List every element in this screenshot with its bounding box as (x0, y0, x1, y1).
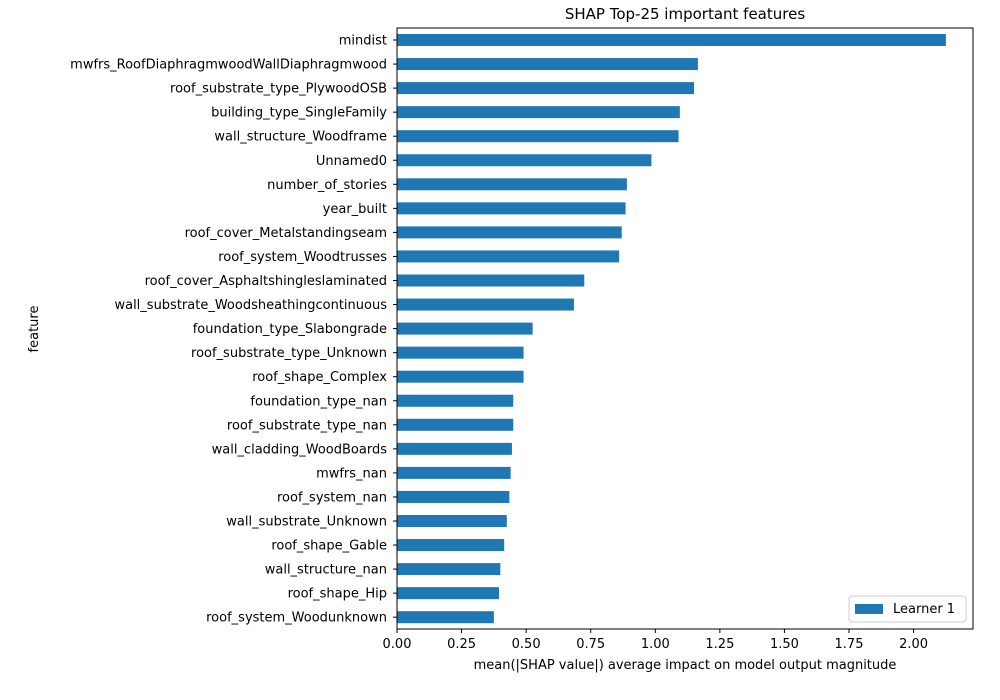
category-label: year_built (323, 202, 387, 217)
x-tick-label: 1.25 (705, 637, 734, 652)
bar-mindist (397, 34, 946, 46)
category-label: roof_system_nan (277, 490, 387, 505)
category-label: roof_shape_Complex (252, 370, 387, 385)
bars-group (397, 34, 946, 624)
bar-roof_substrate_type_PlywoodOSB (397, 82, 695, 95)
category-label: Unnamed0 (316, 154, 387, 169)
bar-year_built (397, 202, 626, 215)
category-label: number_of_stories (267, 178, 387, 193)
bar-wall_structure_Woodframe (397, 130, 679, 143)
x-tick-label: 0.00 (383, 637, 412, 652)
x-tick-label: 2.00 (899, 637, 928, 652)
category-label: roof_substrate_type_nan (227, 418, 387, 433)
bar-wall_substrate_Woodsheathingcontinuous (397, 298, 574, 311)
bar-roof_cover_Asphaltshingleslaminated (397, 274, 585, 287)
bar-roof_system_Woodtrusses (397, 250, 620, 263)
bar-roof_shape_Complex (397, 370, 524, 383)
bar-mwfrs_nan (397, 466, 511, 479)
x-tick-label: 1.75 (835, 637, 864, 652)
y-axis-label: feature (27, 306, 42, 353)
x-ticks-group: 0.00 0.25 0.50 0.75 1.00 1.25 1.50 1.75 2.00 (383, 629, 928, 652)
category-label: wall_structure_Woodframe (214, 130, 387, 145)
bar-roof_shape_Gable (397, 539, 505, 552)
category-label: roof_system_Woodtrusses (218, 250, 387, 265)
category-label: roof_shape_Hip (288, 587, 387, 602)
category-label: roof_substrate_type_Unknown (191, 346, 387, 361)
category-label: mwfrs_nan (316, 466, 387, 481)
bar-wall_substrate_Unknown (397, 515, 507, 527)
x-tick-label: 1.50 (770, 637, 799, 652)
category-label: foundation_type_nan (250, 394, 387, 409)
bar-Unnamed0 (397, 154, 652, 167)
category-label: wall_structure_nan (265, 563, 387, 578)
category-label: roof_substrate_type_PlywoodOSB (170, 82, 387, 97)
bar-roof_substrate_type_Unknown (397, 346, 524, 359)
x-tick-label: 1.00 (641, 637, 670, 652)
legend-box (848, 595, 967, 623)
bar-roof_system_Woodunknown (397, 611, 494, 624)
x-tick-label: 0.75 (576, 637, 605, 652)
bar-wall_structure_nan (397, 563, 501, 576)
category-label: wall_cladding_WoodBoards (212, 442, 388, 457)
legend-label: Learner 1 (893, 602, 955, 617)
legend-swatch (855, 604, 883, 614)
plot-frame (396, 27, 974, 630)
bar-roof_cover_Metalstandingseam (397, 226, 622, 239)
category-label: mwfrs_RoofDiaphragmwoodWallDiaphragmwood (70, 58, 387, 73)
bar-wall_cladding_WoodBoards (397, 442, 512, 455)
bar-foundation_type_nan (397, 394, 514, 407)
x-tick-label: 0.50 (512, 637, 541, 652)
bar-roof_system_nan (397, 490, 510, 503)
category-label: wall_substrate_Woodsheathingcontinuous (114, 298, 387, 313)
category-label: roof_cover_Metalstandingseam (185, 226, 387, 241)
bar-roof_substrate_type_nan (397, 418, 514, 431)
chart-title: SHAP Top-25 important features (565, 5, 805, 23)
bar-building_type_SingleFamily (397, 106, 680, 119)
category-labels-group: mindist mwfrs_RoofDiaphragmwoodWallDiaphr… (70, 34, 397, 626)
category-label: building_type_SingleFamily (211, 106, 387, 121)
bar-number_of_stories (397, 178, 627, 191)
bar-foundation_type_Slabongrade (397, 322, 533, 335)
category-label: foundation_type_Slabongrade (193, 322, 387, 337)
category-label: roof_cover_Asphaltshingleslaminated (145, 274, 387, 289)
legend: Learner 1 (848, 595, 967, 623)
x-tick-label: 0.25 (447, 637, 476, 652)
x-axis-label: mean(|SHAP value|) average impact on mod… (474, 658, 897, 673)
bar-roof_shape_Hip (397, 587, 500, 600)
bar-mwfrs_RoofDiaphragmwoodWallDiaphragmwood (397, 58, 698, 71)
category-label: roof_shape_Gable (271, 539, 387, 554)
category-label: mindist (339, 34, 387, 49)
category-label: wall_substrate_Unknown (226, 515, 387, 530)
category-label: roof_system_Woodunknown (206, 611, 387, 626)
